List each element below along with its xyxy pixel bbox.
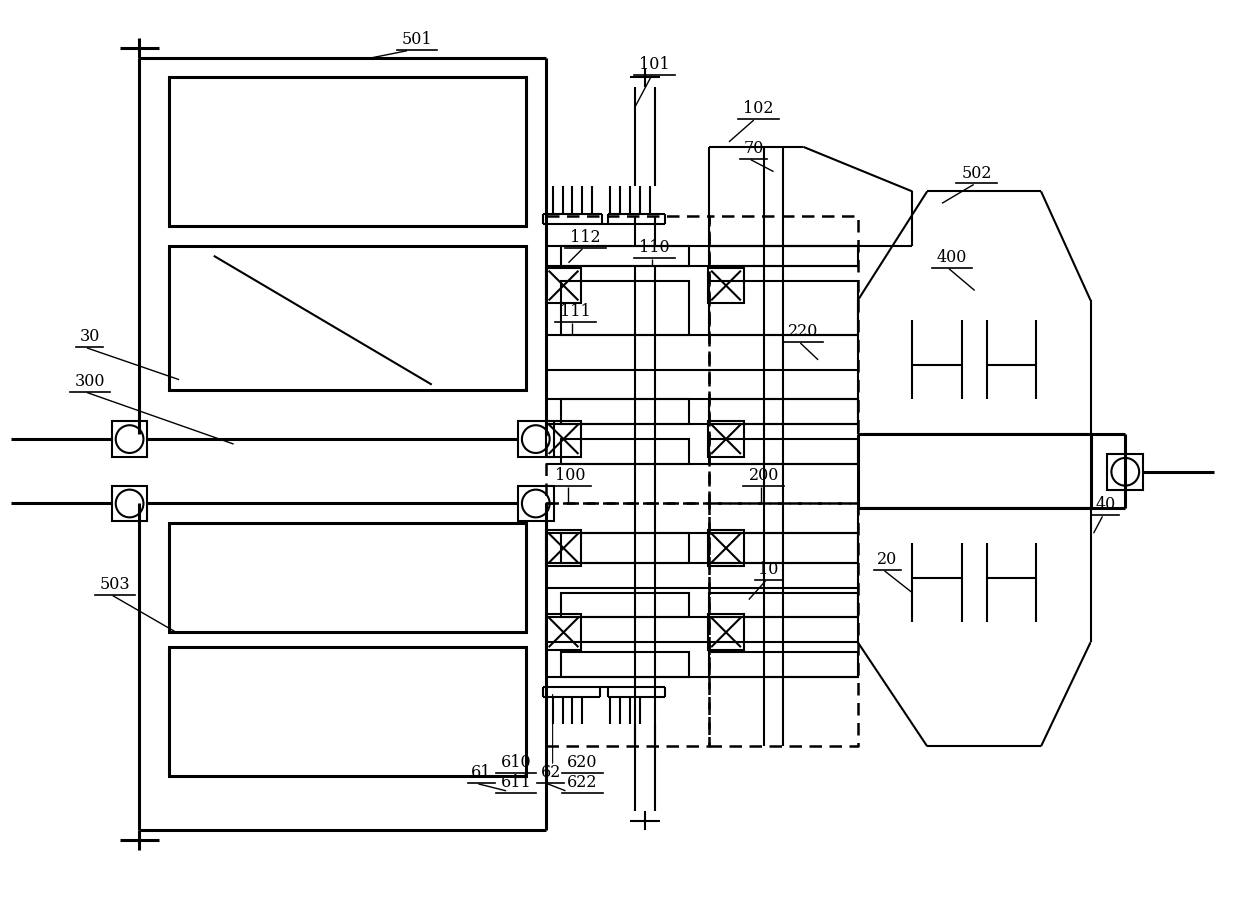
Bar — [546, 268, 582, 303]
Bar — [709, 439, 858, 464]
Bar — [518, 422, 553, 457]
Bar — [546, 530, 582, 565]
Bar — [560, 439, 689, 464]
Text: 112: 112 — [570, 229, 600, 246]
Bar — [709, 399, 858, 424]
Bar — [112, 422, 148, 457]
Text: 620: 620 — [567, 754, 598, 771]
Bar — [560, 399, 689, 424]
Bar — [709, 533, 858, 563]
Text: 200: 200 — [749, 467, 779, 484]
Text: 110: 110 — [640, 239, 670, 256]
Bar — [709, 592, 858, 618]
Text: 611: 611 — [501, 774, 532, 791]
Text: 501: 501 — [402, 31, 433, 48]
Bar — [560, 533, 689, 563]
Text: 30: 30 — [79, 328, 100, 345]
Text: 62: 62 — [541, 764, 560, 781]
Bar — [169, 77, 526, 226]
Bar — [546, 614, 582, 650]
Text: 40: 40 — [1095, 496, 1116, 513]
Bar — [112, 485, 148, 521]
Text: 400: 400 — [936, 249, 967, 266]
Bar — [709, 280, 858, 335]
Bar — [560, 280, 689, 335]
Bar — [169, 647, 526, 776]
Text: 20: 20 — [878, 551, 898, 568]
Text: 622: 622 — [567, 774, 598, 791]
Text: 503: 503 — [99, 575, 130, 592]
Bar — [546, 422, 582, 457]
Bar — [708, 422, 744, 457]
Text: 300: 300 — [74, 372, 105, 389]
Text: 10: 10 — [759, 561, 779, 578]
Bar — [169, 246, 526, 389]
Text: 220: 220 — [789, 323, 818, 340]
Bar — [709, 652, 858, 677]
Text: 102: 102 — [744, 100, 774, 117]
Text: 111: 111 — [560, 303, 590, 320]
Text: 610: 610 — [501, 754, 531, 771]
Bar — [1107, 454, 1143, 490]
Bar — [560, 246, 689, 266]
Bar — [708, 530, 744, 565]
Text: 100: 100 — [556, 467, 585, 484]
Bar — [708, 268, 744, 303]
Text: 70: 70 — [744, 139, 764, 156]
Text: 101: 101 — [640, 56, 670, 73]
Bar — [518, 485, 553, 521]
Bar — [709, 246, 858, 266]
Bar — [560, 592, 689, 618]
Bar — [708, 614, 744, 650]
Text: 61: 61 — [471, 764, 491, 781]
Bar — [560, 652, 689, 677]
Bar — [169, 523, 526, 632]
Text: 502: 502 — [961, 165, 992, 182]
